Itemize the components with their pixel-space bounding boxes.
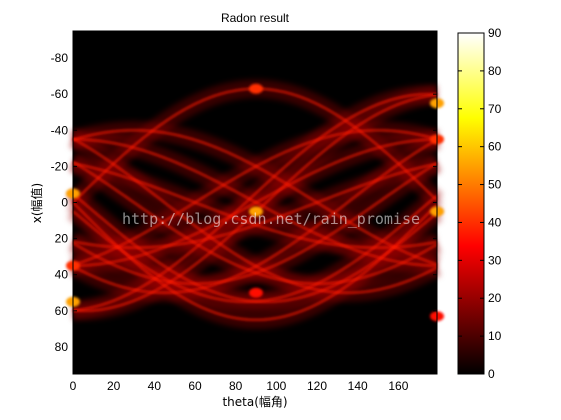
sinogram-curve	[72, 201, 438, 321]
y-tick-label: -60	[51, 87, 69, 101]
colorbar-tick-label: 10	[488, 329, 502, 343]
y-tick-label: -40	[51, 123, 69, 137]
y-axis-label: x(幅值)	[29, 183, 44, 223]
x-axis-label: theta(幅角)	[222, 394, 287, 409]
bright-spot	[249, 287, 264, 298]
y-tick-label: 60	[55, 304, 69, 318]
x-tick-label: 40	[148, 379, 162, 393]
x-tick-label: 140	[348, 379, 368, 393]
colorbar-tick-label: 80	[488, 64, 502, 78]
x-axis-ticks: 0 20 40 60 80 100 120 140 160	[70, 31, 409, 393]
colorbar-ticks: 0 10 20 30 40 50 60 70 80 90	[458, 26, 502, 381]
x-tick-label: 100	[266, 379, 286, 393]
y-tick-label: -80	[51, 51, 69, 65]
watermark: http://blog.csdn.net/rain_promise	[122, 210, 420, 228]
sinogram-curve	[72, 194, 438, 303]
colorbar-tick-label: 40	[488, 215, 502, 229]
colorbar-tick-label: 60	[488, 140, 502, 154]
y-tick-label: 80	[55, 340, 69, 354]
y-tick-label: 20	[55, 232, 69, 246]
bright-spots	[66, 83, 444, 322]
colorbar-tick-label: 70	[488, 102, 502, 116]
sinogram-curve	[72, 162, 438, 249]
colorbar-tick-label: 20	[488, 291, 502, 305]
colorbar-tick-label: 0	[488, 367, 495, 381]
x-tick-label: 60	[188, 379, 202, 393]
bright-spot	[249, 206, 264, 217]
y-tick-label: -20	[51, 159, 69, 173]
colorbar	[457, 32, 485, 375]
x-tick-label: 80	[229, 379, 243, 393]
sinogram-curve	[72, 162, 438, 285]
colorbar-tick-label: 90	[488, 26, 502, 40]
bright-spot	[249, 83, 264, 94]
x-tick-label: 120	[307, 379, 327, 393]
x-tick-label: 160	[388, 379, 408, 393]
sinogram-curve	[73, 138, 438, 267]
colorbar-tick-label: 50	[488, 178, 502, 192]
chart-title: Radon result	[221, 11, 290, 25]
sinogram-curves	[66, 79, 444, 329]
sinogram-curve	[72, 93, 438, 312]
colorbar-tick-label: 30	[488, 253, 502, 267]
y-tick-label: 0	[61, 196, 68, 210]
sinogram-curve	[72, 129, 438, 266]
y-tick-label: 40	[55, 268, 69, 282]
heatmap-plot: http://blog.csdn.net/rain_promise	[66, 30, 444, 375]
x-tick-label: 0	[70, 379, 77, 393]
x-tick-label: 20	[107, 379, 121, 393]
y-axis-ticks: -80 -60 -40 -20 0 20 40 60 80	[51, 51, 437, 354]
